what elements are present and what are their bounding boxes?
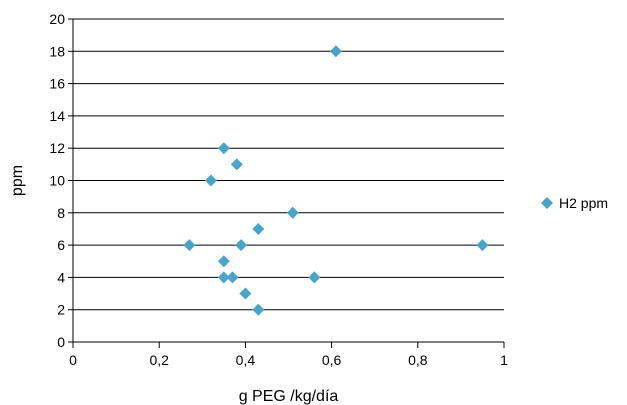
- data-point: [183, 239, 196, 252]
- y-tick-label: 12: [49, 140, 65, 156]
- y-tick-label: 20: [49, 11, 65, 27]
- y-axis-title: ppm: [9, 165, 26, 196]
- y-tick-label: 14: [49, 108, 65, 124]
- y-tick-label: 16: [49, 76, 65, 92]
- gridlines: [73, 18, 504, 311]
- y-tick-label: 10: [49, 173, 65, 189]
- data-point: [239, 287, 252, 300]
- data-point: [217, 142, 230, 155]
- y-tick-label: 4: [57, 269, 65, 285]
- data-point: [204, 174, 217, 187]
- x-tick-label: 0,8: [408, 352, 428, 368]
- x-tick-label: 1: [500, 352, 508, 368]
- y-tick-label: 2: [57, 302, 65, 318]
- x-axis-title: g PEG /kg/día: [239, 388, 339, 405]
- data-point: [252, 303, 265, 316]
- data-points: [183, 45, 489, 316]
- data-point: [217, 255, 230, 268]
- x-tick-label: 0,2: [149, 352, 169, 368]
- legend: H2 ppm: [541, 195, 608, 211]
- data-point: [286, 206, 299, 219]
- data-point: [230, 158, 243, 171]
- x-axis-ticks: 0 0,2 0,4 0,6 0,8 1: [69, 342, 508, 368]
- y-tick-label: 8: [57, 205, 65, 221]
- data-point: [217, 271, 230, 284]
- y-axis-ticks: 0 2 4 6 8 10 12 14 16 18 20: [49, 11, 73, 350]
- x-tick-label: 0,4: [236, 352, 256, 368]
- legend-marker-diamond-icon: [541, 197, 553, 209]
- data-point: [252, 222, 265, 235]
- data-point: [235, 239, 248, 252]
- data-point: [329, 45, 342, 58]
- legend-label-h2-ppm: H2 ppm: [559, 195, 608, 211]
- x-tick-label: 0,6: [322, 352, 342, 368]
- data-point: [308, 271, 321, 284]
- x-tick-label: 0: [69, 352, 77, 368]
- y-tick-label: 0: [57, 334, 65, 350]
- data-point: [476, 239, 489, 252]
- data-point: [226, 271, 239, 284]
- y-tick-label: 18: [49, 43, 65, 59]
- y-tick-label: 6: [57, 237, 65, 253]
